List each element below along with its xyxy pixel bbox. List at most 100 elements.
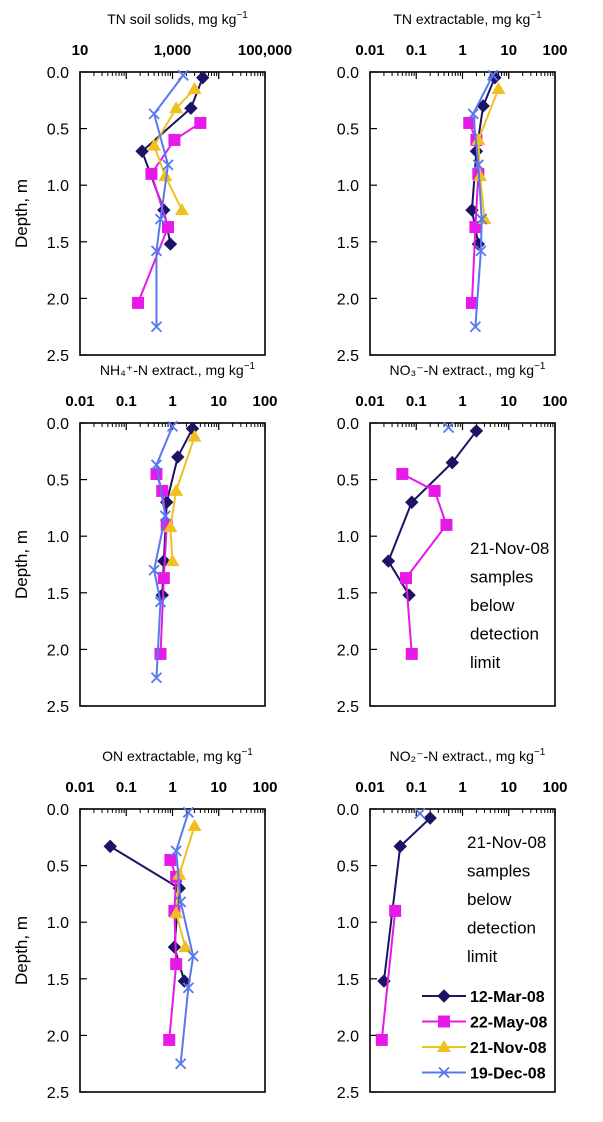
data-point bbox=[475, 245, 487, 257]
series-line bbox=[380, 910, 397, 1041]
chart-title: TN soil solids, mg kg−1 bbox=[107, 10, 248, 27]
y-tick-label: 1.0 bbox=[337, 529, 359, 546]
y-tick-label: 1.5 bbox=[47, 586, 69, 603]
annotation-line: 21-Nov-08 bbox=[467, 833, 546, 852]
series-19-Dec-08 bbox=[442, 421, 455, 434]
x-tick-label: 100 bbox=[252, 779, 277, 796]
y-tick-label: 2.0 bbox=[337, 642, 359, 659]
data-point bbox=[169, 906, 184, 919]
series-21-Nov-08 bbox=[169, 818, 202, 953]
data-point bbox=[473, 169, 488, 182]
plot-frame bbox=[369, 422, 556, 707]
legend-label: 12-Mar-08 bbox=[470, 989, 545, 1006]
data-point bbox=[150, 672, 163, 684]
series-21-Nov-08 bbox=[163, 429, 202, 567]
y-tick-label: 1.0 bbox=[337, 178, 359, 195]
y-tick-label: 1.5 bbox=[337, 586, 359, 603]
y-tick-label: 1.5 bbox=[337, 972, 359, 989]
data-point bbox=[467, 108, 479, 120]
chart-panel-1: TN soil solids, mg kg−1 10 1,000 100,000 0.0… bbox=[12, 10, 292, 365]
data-point bbox=[396, 467, 409, 480]
data-point bbox=[156, 484, 169, 497]
x-tick-label: 1 bbox=[168, 393, 176, 410]
legend-label: 21-Nov-08 bbox=[470, 1040, 547, 1057]
x-tick-label: 10 bbox=[500, 42, 517, 59]
data-point bbox=[169, 101, 184, 114]
series-line bbox=[387, 430, 478, 596]
x-tick-label: 100 bbox=[542, 42, 567, 59]
y-tick-label: 2.0 bbox=[337, 291, 359, 308]
data-point bbox=[487, 69, 499, 82]
x-tick-label: 1 bbox=[168, 779, 176, 796]
chart-title: NO₂⁻-N extract., mg kg−1 bbox=[390, 747, 546, 764]
data-point bbox=[442, 421, 455, 434]
legend-marker bbox=[438, 1066, 450, 1079]
annotation-line: below bbox=[467, 890, 512, 909]
data-point bbox=[150, 321, 163, 333]
data-point bbox=[182, 806, 194, 819]
series-19-Dec-08 bbox=[170, 806, 199, 1070]
data-point bbox=[132, 296, 145, 309]
data-point bbox=[196, 70, 210, 85]
x-tick-label: 0.1 bbox=[116, 779, 137, 796]
data-point bbox=[154, 213, 167, 225]
y-tick-label: 0.0 bbox=[47, 802, 69, 819]
chart-title: TN extractable, mg kg−1 bbox=[393, 10, 542, 27]
data-point bbox=[145, 167, 158, 180]
data-point bbox=[375, 1033, 388, 1046]
x-tick-label: 1 bbox=[458, 42, 466, 59]
data-point bbox=[405, 647, 418, 660]
annotation-line: 21-Nov-08 bbox=[470, 539, 549, 558]
chart-panel-4: NO₃⁻-N extract., mg kg−1 0.01 0.1 1 10 100 0.0… bbox=[337, 361, 568, 716]
annotation-line: detection bbox=[467, 919, 536, 938]
x-tick-label: 10 bbox=[210, 779, 227, 796]
data-point bbox=[405, 495, 419, 509]
y-tick-label: 1.5 bbox=[47, 235, 69, 252]
data-point bbox=[465, 296, 478, 309]
x-tick-label: 10 bbox=[500, 779, 517, 796]
y-tick-label: 2.0 bbox=[47, 1028, 69, 1045]
series-line bbox=[175, 825, 196, 948]
y-tick-label: 1.0 bbox=[47, 178, 69, 195]
chart-title: NH₄⁺-N extract., mg kg−1 bbox=[100, 361, 256, 378]
y-tick-label: 1.5 bbox=[47, 972, 69, 989]
data-point bbox=[150, 245, 163, 257]
data-point bbox=[158, 169, 173, 182]
y-tick-label: 0.0 bbox=[47, 416, 69, 433]
y-axis-label: Depth, m bbox=[12, 916, 31, 985]
y-tick-label: 0.0 bbox=[337, 65, 359, 82]
x-tick-label: 0.01 bbox=[355, 779, 384, 796]
series-line bbox=[175, 812, 195, 1064]
y-tick-label: 1.0 bbox=[47, 915, 69, 932]
x-tick-label: 0.1 bbox=[406, 42, 427, 59]
y-tick-label: 0.0 bbox=[337, 802, 359, 819]
x-tick-label: 0.1 bbox=[116, 393, 137, 410]
y-tick-label: 2.5 bbox=[47, 1085, 69, 1102]
data-point bbox=[164, 853, 177, 866]
chart-panel-6: NO₂⁻-N extract., mg kg−1 0.01 0.1 1 10 100 0.0… bbox=[337, 747, 568, 1102]
data-point bbox=[399, 572, 412, 585]
series-19-Dec-08 bbox=[148, 420, 179, 684]
annotation-line: detection bbox=[470, 625, 539, 644]
data-point bbox=[187, 950, 199, 962]
x-tick-label: 1 bbox=[458, 779, 466, 796]
data-point bbox=[184, 101, 198, 115]
x-tick-label: 0.01 bbox=[65, 393, 94, 410]
data-point bbox=[163, 1033, 176, 1046]
legend-label: 19-Dec-08 bbox=[470, 1066, 546, 1083]
data-point bbox=[389, 904, 402, 917]
y-tick-label: 2.0 bbox=[47, 642, 69, 659]
series-line bbox=[169, 436, 196, 562]
legend-marker bbox=[437, 1040, 451, 1052]
x-tick-label: 10 bbox=[72, 42, 89, 59]
x-tick-label: 0.01 bbox=[65, 779, 94, 796]
data-point bbox=[177, 69, 189, 82]
data-point bbox=[148, 108, 160, 120]
data-point bbox=[381, 554, 396, 568]
legend-label: 22-May-08 bbox=[470, 1015, 547, 1032]
data-point bbox=[182, 982, 194, 994]
x-tick-label: 0.1 bbox=[406, 393, 427, 410]
series-line bbox=[472, 74, 494, 327]
data-point bbox=[187, 429, 202, 442]
annotation-line: limit bbox=[470, 653, 500, 672]
